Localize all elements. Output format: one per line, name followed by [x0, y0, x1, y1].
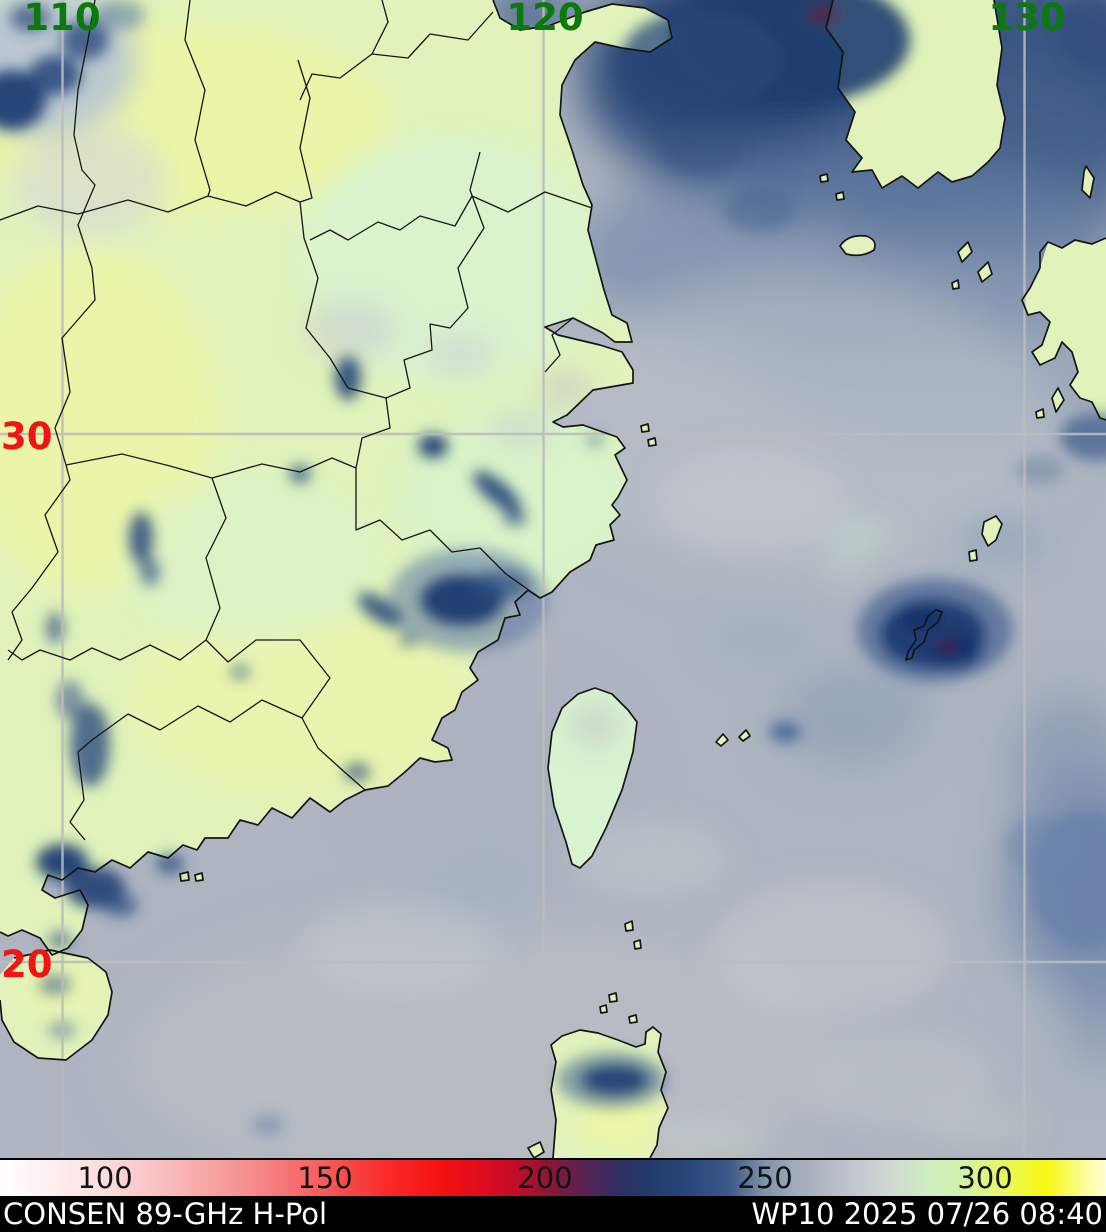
land-texture [0, 25, 662, 1150]
lon-label-130: 130 [988, 0, 1065, 39]
lat-label-30: 30 [1, 415, 53, 458]
colorbar-tick-250: 250 [737, 1161, 793, 1195]
brightness-temperature-colorbar [0, 1158, 1106, 1196]
amami-islands [969, 516, 1002, 561]
lon-label-120: 120 [506, 0, 583, 39]
jeju-island [840, 235, 875, 256]
pearl-river-islets [180, 872, 203, 881]
colorbar-tick-300: 300 [957, 1161, 1013, 1195]
colorbar-tick-200: 200 [517, 1161, 573, 1195]
convection-cells [0, 0, 1106, 1135]
zhoushan-islets [641, 424, 656, 446]
graticule-labels: 110 120 130 30 20 [1, 0, 1066, 986]
satellite-map: 110 120 130 30 20 [0, 0, 1106, 1200]
storm-id-timestamp: WP10 2025 07/26 08:40 [751, 1197, 1103, 1231]
ocean-mottle [300, 450, 1045, 1160]
province-borders [0, 0, 593, 841]
lon-label-110: 110 [23, 0, 100, 39]
colorbar-tick-100: 100 [77, 1161, 133, 1195]
batanes-islands [600, 921, 641, 1023]
map-canvas: 110 120 130 30 20 [0, 0, 1106, 1200]
colorbar-tick-150: 150 [297, 1161, 353, 1195]
graticule [0, 0, 1106, 1158]
goto-islands [952, 242, 992, 289]
coastlines [0, 0, 1106, 1159]
product-label: CONSEN 89-GHz H-Pol [3, 1197, 328, 1231]
lat-label-20: 20 [1, 943, 53, 986]
kyushu [1022, 238, 1106, 420]
status-bar: CONSEN 89-GHz H-Pol WP10 2025 07/26 08:4… [0, 1196, 1106, 1232]
